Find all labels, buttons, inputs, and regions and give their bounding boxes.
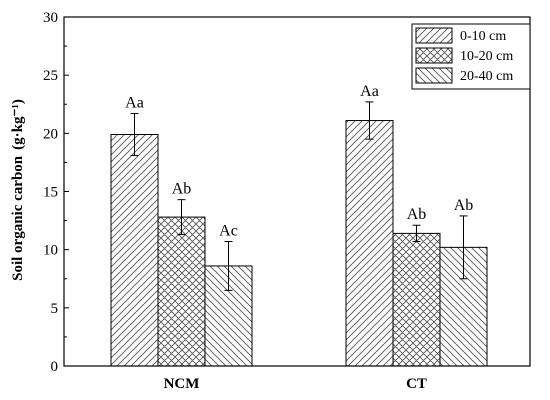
legend-swatch: [415, 67, 453, 84]
significance-label: Aa: [360, 83, 379, 100]
bar: [345, 120, 394, 367]
significance-label: Ab: [407, 206, 427, 223]
significance-label: Aa: [125, 95, 144, 112]
y-tick-label: 15: [43, 185, 58, 201]
y-tick-label: 20: [43, 126, 58, 142]
y-tick-label: 30: [43, 10, 58, 26]
significance-label: Ab: [172, 181, 192, 198]
legend-swatch: [415, 27, 453, 44]
legend-label: 0-10 cm: [460, 29, 506, 44]
legend-label: 20-40 cm: [460, 69, 513, 84]
bar: [157, 216, 206, 367]
y-tick-label: 10: [43, 243, 58, 259]
bar: [110, 133, 159, 367]
legend-swatch: [415, 47, 453, 64]
y-tick-label: 5: [51, 301, 59, 317]
y-axis-label: Soil organic carbon(g·kg⁻¹): [10, 99, 26, 281]
category-label: CT: [406, 376, 427, 392]
significance-label: Ab: [454, 197, 474, 214]
category-label: NCM: [164, 376, 200, 392]
significance-label: Ac: [219, 223, 238, 240]
axis-layer: NCM CT 0 5 10 15 20 25 30: [43, 10, 531, 392]
legend-label: 10-20 cm: [460, 49, 513, 64]
y-tick-label: 25: [43, 68, 58, 84]
bars-layer: [110, 101, 488, 367]
legend: 0-10 cm 10-20 cm 20-40 cm: [411, 23, 531, 90]
bar: [392, 232, 441, 367]
labels-layer: Aa Ab Ac Aa Ab Ab: [125, 83, 473, 240]
y-tick-label: 0: [51, 359, 59, 375]
